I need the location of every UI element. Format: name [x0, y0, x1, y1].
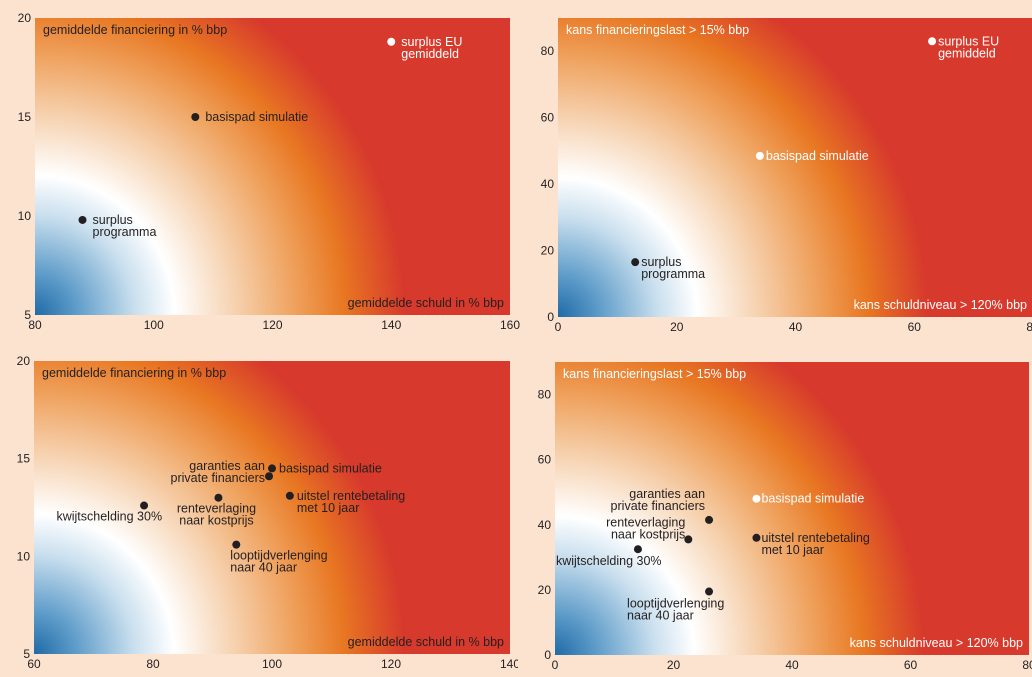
x-tick-label: 20 — [667, 658, 681, 672]
y-tick-label: 15 — [18, 110, 32, 124]
data-point-label: garanties aan private financiers — [611, 487, 706, 513]
heatmap-background — [34, 361, 510, 654]
data-point-label: garanties aan private financiers — [171, 459, 266, 485]
data-point-label: kwijtschelding 30% — [556, 554, 662, 568]
chart-svg-top-right: 0 20 40 60 80 0 20 40 60 80 kans financieringslast… — [524, 0, 1032, 345]
y-tick-label: 40 — [538, 518, 552, 532]
data-point-label: basispad simulatie — [279, 461, 382, 475]
panel-top-left: 80 100 120 140 160 5 10 15 20 gemiddelde financie… — [0, 0, 524, 345]
heatmap-background — [35, 18, 510, 315]
y-tick-label: 60 — [541, 111, 555, 125]
data-point-label: surplus programma — [641, 255, 705, 281]
data-point-label: basispad simulatie — [761, 492, 864, 506]
heatmap-background — [555, 362, 1029, 655]
data-point — [755, 151, 764, 160]
data-point-label: surplus programma — [93, 213, 157, 239]
x-tick-label: 160 — [500, 318, 520, 332]
data-point-label: basispad simulatie — [766, 149, 869, 163]
y-tick-label: 10 — [17, 549, 31, 563]
data-point — [752, 494, 761, 503]
data-point-label: renteverlaging naar kostprijs — [177, 502, 256, 528]
chart-svg-bottom-left: 60 80 100 120 140 5 10 15 20 gemiddelde financier… — [0, 345, 520, 677]
data-point — [631, 258, 640, 267]
x-tick-label: 40 — [785, 658, 799, 672]
data-point — [191, 113, 200, 121]
data-point — [265, 472, 274, 481]
x-tick-label: 80 — [1022, 658, 1032, 672]
x-axis-label: gemiddelde schuld in % bbp — [348, 635, 504, 649]
x-tick-label: 80 — [146, 657, 160, 671]
x-axis-label: kans schuldniveau > 120% bbp — [854, 298, 1027, 312]
y-axis-label: gemiddelde financiering in % bbp — [43, 23, 227, 37]
x-tick-label: 20 — [670, 320, 684, 334]
x-tick-label: 120 — [381, 657, 401, 671]
y-tick-label: 80 — [538, 388, 552, 402]
y-tick-label: 60 — [538, 453, 552, 467]
data-point — [285, 491, 294, 500]
x-tick-label: 140 — [500, 657, 520, 671]
data-point — [705, 515, 714, 524]
x-tick-label: 120 — [262, 318, 282, 332]
x-tick-label: 0 — [555, 320, 562, 334]
x-tick-label: 100 — [262, 657, 282, 671]
y-tick-label: 20 — [17, 354, 31, 368]
data-point-label: surplus EU gemiddeld — [401, 35, 462, 61]
data-point — [214, 493, 223, 502]
y-tick-label: 5 — [23, 647, 30, 661]
x-tick-label: 100 — [144, 318, 164, 332]
panel-bottom-right: 0 20 40 60 80 0 20 40 60 80 kans financieringslast… — [518, 345, 1032, 677]
data-point-label: surplus EU gemiddeld — [938, 34, 999, 60]
data-point — [705, 587, 714, 596]
y-axis-label: gemiddelde financiering in % bbp — [42, 366, 226, 380]
y-tick-label: 20 — [538, 583, 552, 597]
panel-top-right: 0 20 40 60 80 0 20 40 60 80 kans financieringslast… — [524, 0, 1032, 345]
y-axis-label: kans financieringslast > 15% bbp — [566, 23, 749, 37]
chart-svg-bottom-right: 0 20 40 60 80 0 20 40 60 80 kans financieringslast… — [518, 345, 1032, 677]
data-point — [752, 533, 761, 542]
x-tick-label: 40 — [789, 320, 803, 334]
data-point — [928, 37, 937, 46]
data-point — [387, 37, 396, 46]
heatmap-background — [558, 18, 1032, 317]
x-tick-label: 60 — [908, 320, 922, 334]
data-point — [633, 545, 642, 554]
data-point-label: basispad simulatie — [205, 110, 308, 124]
data-point-label: uitstel rentebetaling met 10 jaar — [297, 489, 405, 515]
x-tick-label: 80 — [1026, 320, 1032, 334]
y-tick-label: 10 — [18, 209, 32, 223]
y-tick-label: 40 — [541, 177, 555, 191]
x-tick-label: 140 — [381, 318, 401, 332]
data-point — [232, 540, 241, 549]
x-axis-label: gemiddelde schuld in % bbp — [348, 296, 504, 310]
y-tick-label: 80 — [541, 44, 555, 58]
y-tick-label: 5 — [24, 308, 31, 322]
y-tick-label: 15 — [17, 452, 31, 466]
panel-bottom-left: 60 80 100 120 140 5 10 15 20 gemiddelde financier… — [0, 345, 520, 677]
y-tick-label: 0 — [547, 310, 554, 324]
data-point — [684, 535, 693, 544]
x-tick-label: 60 — [904, 658, 918, 672]
y-tick-label: 20 — [541, 244, 555, 258]
data-point — [268, 464, 276, 473]
y-tick-label: 20 — [18, 11, 32, 25]
data-point-label: uitstel rentebetaling met 10 jaar — [761, 531, 869, 557]
x-tick-label: 80 — [28, 318, 42, 332]
chart-svg-top-left: 80 100 120 140 160 5 10 15 20 gemiddelde financie… — [0, 0, 524, 345]
data-point — [78, 215, 87, 224]
data-point-label: looptijdverlenging naar 40 jaar — [627, 597, 724, 623]
data-point-label: looptijdverlenging naar 40 jaar — [230, 549, 327, 575]
x-tick-label: 0 — [552, 658, 559, 672]
y-axis-label: kans financieringslast > 15% bbp — [563, 367, 746, 381]
data-point — [140, 501, 149, 510]
data-point-label: renteverlaging naar kostprijs — [606, 515, 685, 541]
data-point-label: kwijtschelding 30% — [56, 510, 162, 524]
x-tick-label: 60 — [27, 657, 41, 671]
y-tick-label: 0 — [544, 648, 551, 662]
x-axis-label: kans schuldniveau > 120% bbp — [850, 636, 1023, 650]
